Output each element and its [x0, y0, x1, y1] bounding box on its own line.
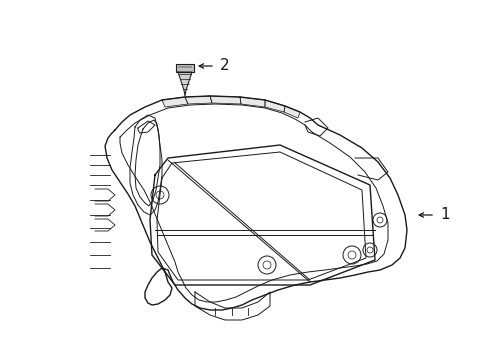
Polygon shape	[284, 106, 299, 118]
FancyBboxPatch shape	[176, 64, 194, 72]
Text: 1: 1	[439, 207, 448, 222]
Polygon shape	[264, 100, 285, 112]
Polygon shape	[162, 97, 187, 107]
Polygon shape	[184, 96, 212, 104]
Text: 2: 2	[220, 58, 229, 73]
Polygon shape	[240, 97, 264, 107]
Polygon shape	[209, 96, 241, 104]
Polygon shape	[178, 72, 192, 96]
